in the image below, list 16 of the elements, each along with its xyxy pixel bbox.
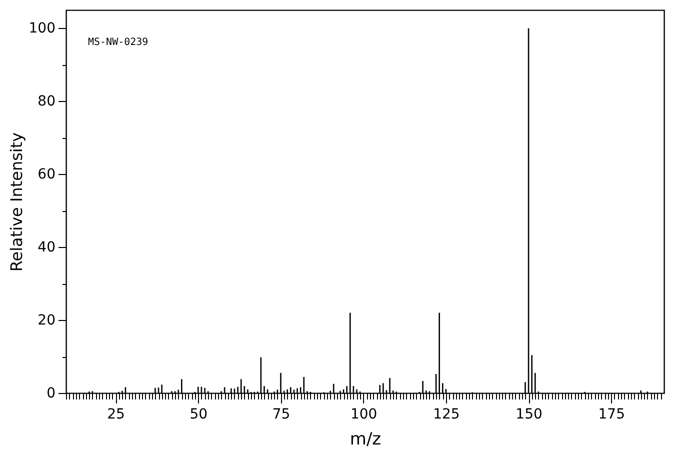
y-tick-label: 60: [38, 166, 56, 183]
x-tick-label: 25: [107, 406, 125, 422]
y-tick-label: 40: [38, 240, 56, 256]
y-tick-label: 20: [38, 312, 56, 329]
x-tick-label: 150: [516, 406, 542, 422]
y-axis-title: Relative Intensity: [6, 132, 26, 272]
x-tick-label: 100: [350, 406, 378, 422]
x-tick-label: 75: [272, 406, 290, 422]
y-tick-label: 100: [28, 20, 56, 37]
x-tick-label: 50: [190, 406, 208, 422]
x-tick-label: 175: [598, 406, 626, 422]
x-axis-title: m/z: [350, 430, 382, 450]
annotation: MS-NW-0239: [88, 37, 148, 48]
x-tick-label: 125: [433, 406, 460, 422]
y-tick-label: 0: [46, 386, 56, 402]
y-tick-label: 80: [38, 94, 56, 110]
